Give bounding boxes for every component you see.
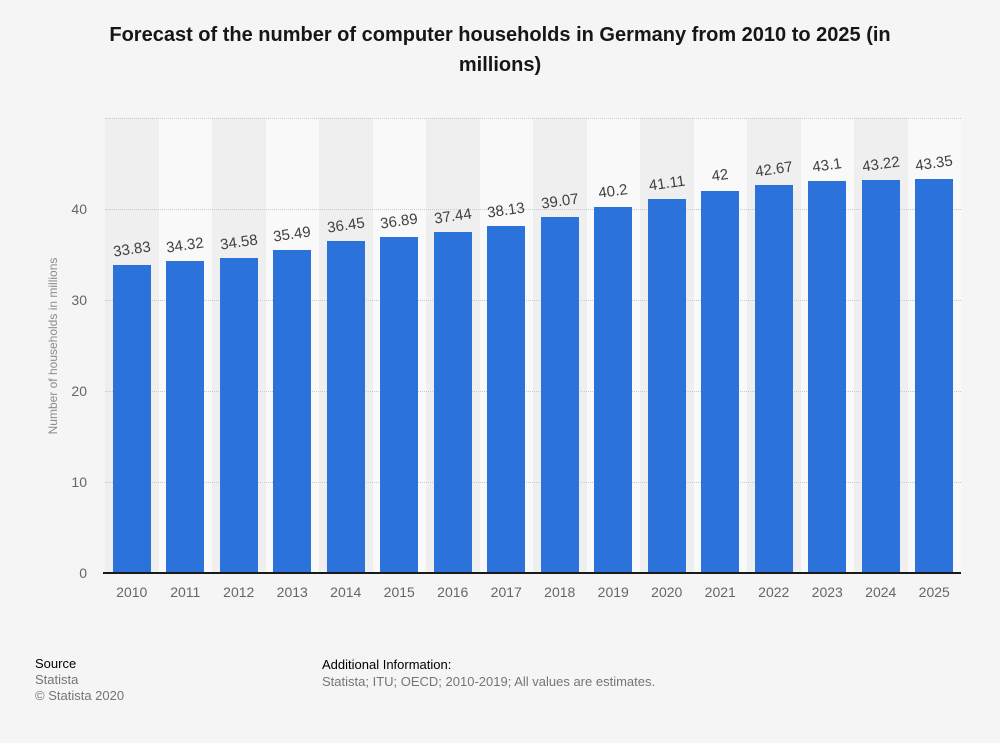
x-axis-label-2010: 2010 [116,584,148,600]
additional-information-label: Additional Information: [322,657,452,672]
bar-2016 [433,232,472,573]
x-axis-label-2022: 2022 [758,584,790,600]
x-axis-label-2013: 2013 [276,584,308,600]
x-axis-label-2018: 2018 [544,584,576,600]
y-tick-label-30: 30 [71,292,87,308]
bar-2024 [861,179,900,573]
y-tick-label-0: 0 [79,565,87,581]
y-tick-label-20: 20 [71,383,87,399]
x-axis-label-2025: 2025 [918,584,950,600]
plot-area: 33.83 34.32 34.58 35.49 36.45 36.89 37.44 38.13… [46,118,961,600]
source-name: Statista [35,672,79,687]
gridline-20 [105,391,961,392]
bar-2014 [326,241,365,573]
y-tick-label-10: 10 [71,474,87,490]
bar-2025 [915,178,954,573]
gridline-10 [105,482,961,483]
x-axis-label-2016: 2016 [437,584,469,600]
y-axis-title: Number of households in millions [46,257,60,434]
x-axis-label-2021: 2021 [704,584,736,600]
bar-2021 [701,190,740,573]
bar-2010 [112,265,151,573]
x-axis-line [103,572,961,574]
bar-2011 [166,260,205,573]
additional-information-text: Statista; ITU; OECD; 2010-2019; All valu… [322,674,656,689]
bar-2015 [380,237,419,573]
bar-value-label-2021: 42 [710,165,730,185]
x-axis-label-2015: 2015 [383,584,415,600]
copyright-notice: © Statista 2020 [35,688,125,703]
gridline-50 [105,118,961,119]
bar-2018 [540,217,579,573]
bar-2012 [219,258,258,573]
bar-2023 [808,180,847,573]
gridline-40 [105,209,961,210]
x-axis-label-2011: 2011 [170,584,201,600]
x-axis-label-2017: 2017 [490,584,522,600]
x-axis-label-2019: 2019 [597,584,629,600]
bar-2013 [273,250,312,573]
x-axis-label-2014: 2014 [330,584,362,600]
bar-2020 [647,198,686,573]
x-axis-label-2024: 2024 [865,584,897,600]
y-tick-label-40: 40 [71,201,87,217]
footer-additional-block: Additional Information: Statista; ITU; O… [322,656,655,690]
x-axis-label-2012: 2012 [223,584,255,600]
x-axis-label-2020: 2020 [651,584,683,600]
gridline-30 [105,300,961,301]
bar-2022 [754,184,793,573]
x-axis-label-2023: 2023 [811,584,843,600]
bar-2019 [594,207,633,573]
footer-source-block: Source Statista © Statista 2020 [35,656,124,704]
source-label: Source [35,656,77,671]
bar-2017 [487,226,526,573]
chart-title: Forecast of the number of computer house… [109,24,891,76]
